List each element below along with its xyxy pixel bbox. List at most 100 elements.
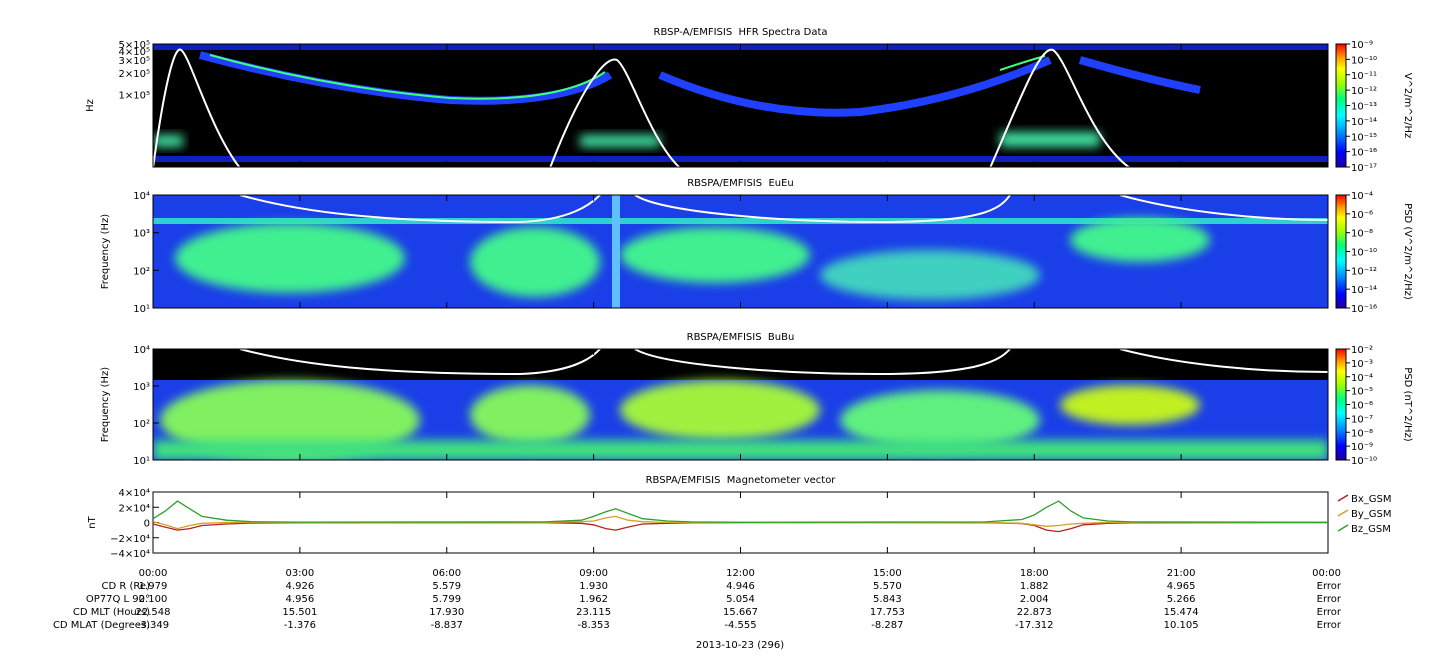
colorbar-tick-label: 10⁻⁵ bbox=[1351, 387, 1373, 398]
colorbar-tick-label: 10⁻⁷ bbox=[1351, 414, 1373, 425]
row-value: 10.105 bbox=[1164, 620, 1199, 631]
colorbar-tick-label: 10⁻⁶ bbox=[1351, 401, 1373, 412]
colorbar-tick-label: 10⁻³ bbox=[1351, 359, 1373, 370]
row-value: 4.926 bbox=[286, 581, 315, 592]
spectrogram-image bbox=[153, 349, 1328, 460]
colorbar-tick-label: 10⁻¹⁶ bbox=[1351, 148, 1377, 159]
colorbar-tick-label: 10⁻⁹ bbox=[1351, 40, 1373, 51]
y-tick-label: 10⁴ bbox=[133, 345, 150, 356]
colorbar-tick-label: 10⁻¹⁴ bbox=[1351, 285, 1377, 296]
legend-label: By_GSM bbox=[1351, 509, 1392, 520]
y-tick-label: 10³ bbox=[133, 382, 150, 393]
y-tick-label: 3×10⁵ bbox=[119, 56, 150, 67]
x-tick-label: 21:00 bbox=[1167, 568, 1196, 579]
colorbar-tick-label: 10⁻¹⁶ bbox=[1351, 304, 1377, 315]
legend-label: Bz_GSM bbox=[1351, 524, 1391, 535]
data-line bbox=[152, 521, 1329, 533]
colorbar-tick-label: 10⁻⁸ bbox=[1351, 229, 1373, 240]
colorbar-tick-label: 10⁻¹⁷ bbox=[1351, 163, 1377, 174]
y-tick-label: 4×10⁵ bbox=[119, 47, 150, 58]
colorbar bbox=[1335, 43, 1347, 168]
colorbar-tick-label: 10⁻⁹ bbox=[1351, 442, 1373, 453]
row-label: OP77Q L 90° bbox=[86, 594, 150, 605]
y-axis-label: Hz bbox=[85, 99, 96, 112]
colorbar-tick-label: 10⁻¹³ bbox=[1351, 102, 1377, 113]
y-tick-label: 2×10⁵ bbox=[119, 69, 150, 80]
chart-title: RBSPA/EMFISIS Magnetometer vector bbox=[646, 475, 837, 486]
row-value: Error bbox=[1317, 581, 1342, 592]
y-tick-label: 0 bbox=[144, 519, 150, 530]
row-value: -8.353 bbox=[578, 620, 610, 631]
row-value: Error bbox=[1317, 607, 1342, 618]
colorbar-tick-label: 10⁻¹¹ bbox=[1351, 71, 1377, 82]
chart-title: RBSPA/EMFISIS EuEu bbox=[687, 178, 794, 189]
row-value: 1.930 bbox=[579, 581, 608, 592]
colorbar-label: V^2/m^2/Hz bbox=[1402, 73, 1413, 139]
x-tick-label: 18:00 bbox=[1020, 568, 1049, 579]
x-tick-label: 00:00 bbox=[1312, 568, 1341, 579]
chart-title: RBSP-A/EMFISIS HFR Spectra Data bbox=[654, 27, 828, 38]
row-value: -4.555 bbox=[724, 620, 756, 631]
row-value: 2.100 bbox=[139, 594, 168, 605]
date-label: 2013-10-23 (296) bbox=[696, 640, 784, 651]
row-value: 1.979 bbox=[139, 581, 168, 592]
row-value: 15.474 bbox=[1164, 607, 1199, 618]
colorbar-tick-label: 10⁻¹⁰ bbox=[1351, 248, 1377, 259]
y-tick-label: 10² bbox=[133, 419, 150, 430]
row-value: -8.837 bbox=[431, 620, 463, 631]
row-label: CD MLT (Hours) bbox=[73, 607, 150, 618]
row-value: 4.946 bbox=[726, 581, 755, 592]
row-value: 15.667 bbox=[723, 607, 758, 618]
colorbar-tick-label: 10⁻¹⁵ bbox=[1351, 132, 1377, 143]
y-axis-label: nT bbox=[87, 515, 98, 528]
y-tick-label: 1×10⁵ bbox=[119, 91, 150, 102]
y-tick-label: 10¹ bbox=[133, 456, 150, 467]
x-tick-label: 06:00 bbox=[432, 568, 461, 579]
x-tick-label: 15:00 bbox=[873, 568, 902, 579]
row-value: 15.501 bbox=[282, 607, 317, 618]
legend-label: Bx_GSM bbox=[1351, 494, 1392, 505]
y-tick-label: 5×10⁵ bbox=[119, 40, 150, 51]
legend-swatch bbox=[1337, 509, 1349, 517]
colorbar-tick-label: 10⁻¹² bbox=[1351, 266, 1377, 277]
row-value: 23.115 bbox=[576, 607, 611, 618]
row-value: 1.962 bbox=[579, 594, 608, 605]
y-axis-label: Frequency (Hz) bbox=[100, 214, 111, 290]
row-value: -1.376 bbox=[284, 620, 316, 631]
spectrogram-image bbox=[153, 44, 1328, 167]
row-value: Error bbox=[1317, 594, 1342, 605]
chart-title: RBSPA/EMFISIS BuBu bbox=[687, 332, 795, 343]
colorbar bbox=[1335, 348, 1347, 461]
row-value: 22.548 bbox=[136, 607, 171, 618]
y-axis-label: Frequency (Hz) bbox=[100, 367, 111, 443]
row-value: 5.570 bbox=[873, 581, 902, 592]
row-value: -17.312 bbox=[1015, 620, 1054, 631]
x-tick-label: 12:00 bbox=[726, 568, 755, 579]
legend-swatch bbox=[1337, 524, 1349, 532]
colorbar-tick-label: 10⁻¹⁰ bbox=[1351, 456, 1377, 467]
data-line bbox=[152, 500, 1329, 523]
colorbar-tick-label: 10⁻² bbox=[1351, 345, 1373, 356]
x-tick-label: 03:00 bbox=[285, 568, 314, 579]
row-value: 4.965 bbox=[1167, 581, 1196, 592]
colorbar-tick-label: 10⁻⁴ bbox=[1351, 191, 1373, 202]
colorbar-tick-label: 10⁻⁸ bbox=[1351, 428, 1373, 439]
row-value: -8.287 bbox=[871, 620, 903, 631]
x-tick-label: 00:00 bbox=[139, 568, 168, 579]
row-value: 5.054 bbox=[726, 594, 755, 605]
y-tick-label: 10² bbox=[133, 266, 150, 277]
y-tick-label: 10¹ bbox=[133, 304, 150, 315]
row-value: 5.843 bbox=[873, 594, 902, 605]
y-tick-label: −4×10⁴ bbox=[110, 549, 150, 560]
colorbar-label: PSD (V^2/m^2/Hz) bbox=[1402, 203, 1413, 300]
row-value: 17.930 bbox=[429, 607, 464, 618]
data-line bbox=[152, 515, 1328, 530]
row-label: CD R (Re) bbox=[102, 581, 151, 592]
row-value: 5.579 bbox=[432, 581, 461, 592]
legend-swatch bbox=[1337, 494, 1349, 502]
colorbar-tick-label: 10⁻¹⁰ bbox=[1351, 55, 1377, 66]
colorbar-label: PSD (nT^2/Hz) bbox=[1402, 367, 1413, 441]
row-value: Error bbox=[1317, 620, 1342, 631]
colorbar-tick-label: 10⁻⁴ bbox=[1351, 373, 1373, 384]
